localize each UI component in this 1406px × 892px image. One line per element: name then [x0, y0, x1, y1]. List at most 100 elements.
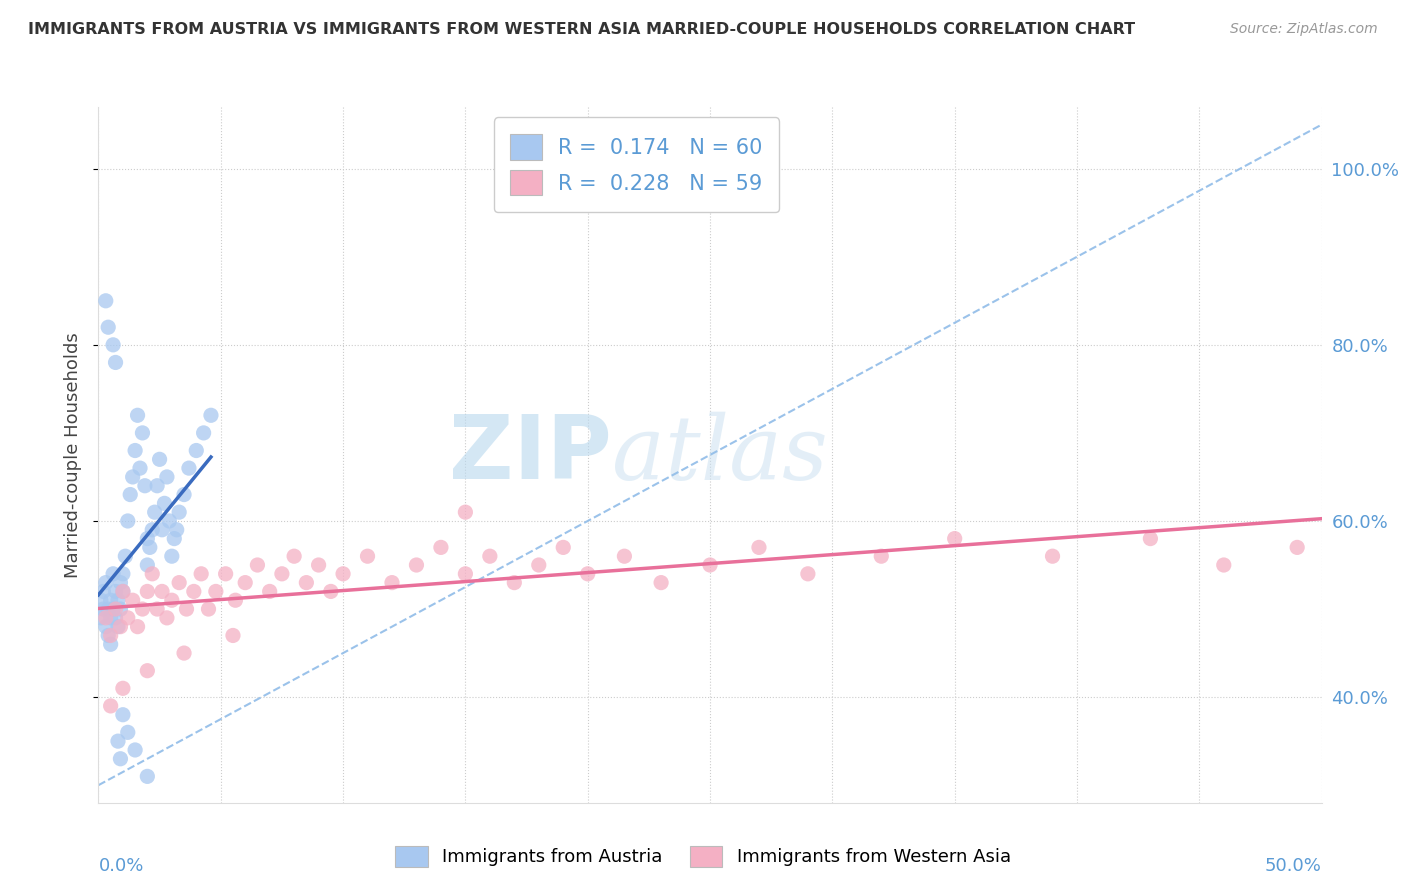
Point: [94, 620, 117, 634]
Point: [186, 443, 208, 458]
Point: [107, 734, 129, 748]
Point: [141, 566, 163, 581]
Point: [131, 425, 153, 440]
Point: [94, 575, 117, 590]
Point: [167, 575, 190, 590]
Point: [797, 566, 820, 581]
Point: [146, 602, 169, 616]
Point: [143, 505, 166, 519]
Point: [454, 505, 477, 519]
Point: [107, 593, 129, 607]
Point: [100, 698, 122, 713]
Point: [97, 628, 120, 642]
Point: [156, 611, 179, 625]
Point: [117, 611, 139, 625]
Point: [94, 611, 117, 625]
Point: [200, 409, 222, 423]
Y-axis label: Married-couple Households: Married-couple Households: [65, 332, 83, 578]
Text: ZIP: ZIP: [450, 411, 612, 499]
Point: [283, 549, 305, 564]
Point: [110, 752, 132, 766]
Point: [111, 584, 134, 599]
Point: [111, 707, 134, 722]
Point: [160, 593, 183, 607]
Legend: Immigrants from Austria, Immigrants from Western Asia: Immigrants from Austria, Immigrants from…: [388, 838, 1018, 874]
Point: [503, 575, 526, 590]
Point: [156, 470, 179, 484]
Point: [131, 602, 153, 616]
Point: [121, 470, 143, 484]
Point: [120, 487, 142, 501]
Point: [163, 532, 186, 546]
Point: [117, 514, 139, 528]
Point: [101, 602, 124, 616]
Point: [190, 566, 212, 581]
Point: [100, 628, 122, 642]
Point: [173, 487, 195, 501]
Point: [943, 532, 966, 546]
Point: [183, 584, 205, 599]
Point: [224, 593, 246, 607]
Point: [100, 637, 122, 651]
Point: [205, 584, 228, 599]
Point: [129, 461, 152, 475]
Point: [127, 620, 149, 634]
Point: [97, 320, 120, 334]
Point: [308, 558, 330, 572]
Point: [1042, 549, 1064, 564]
Point: [136, 558, 159, 572]
Point: [94, 293, 117, 308]
Point: [111, 584, 134, 599]
Point: [104, 611, 127, 625]
Text: IMMIGRANTS FROM AUSTRIA VS IMMIGRANTS FROM WESTERN ASIA MARRIED-COUPLE HOUSEHOLD: IMMIGRANTS FROM AUSTRIA VS IMMIGRANTS FR…: [28, 22, 1135, 37]
Point: [124, 443, 146, 458]
Point: [1212, 558, 1234, 572]
Point: [478, 549, 501, 564]
Point: [259, 584, 281, 599]
Point: [134, 479, 156, 493]
Point: [100, 593, 122, 607]
Point: [97, 602, 120, 616]
Point: [153, 496, 176, 510]
Point: [650, 575, 672, 590]
Text: atlas: atlas: [612, 411, 828, 499]
Text: 0.0%: 0.0%: [98, 857, 143, 875]
Point: [110, 602, 132, 616]
Point: [222, 628, 245, 642]
Point: [127, 409, 149, 423]
Point: [553, 541, 575, 555]
Point: [150, 584, 173, 599]
Point: [295, 575, 318, 590]
Legend: R =  0.174   N = 60, R =  0.228   N = 59: R = 0.174 N = 60, R = 0.228 N = 59: [494, 118, 779, 212]
Point: [104, 584, 127, 599]
Point: [576, 566, 599, 581]
Point: [177, 461, 200, 475]
Point: [146, 479, 169, 493]
Point: [104, 602, 127, 616]
Point: [107, 620, 129, 634]
Point: [139, 541, 162, 555]
Point: [104, 355, 127, 369]
Point: [91, 602, 114, 616]
Point: [90, 611, 112, 625]
Point: [121, 593, 143, 607]
Point: [124, 743, 146, 757]
Point: [176, 602, 198, 616]
Text: 50.0%: 50.0%: [1265, 857, 1322, 875]
Point: [101, 338, 124, 352]
Point: [613, 549, 636, 564]
Point: [454, 566, 477, 581]
Point: [381, 575, 404, 590]
Point: [100, 611, 122, 625]
Point: [270, 566, 294, 581]
Point: [173, 646, 195, 660]
Point: [197, 602, 219, 616]
Point: [1139, 532, 1161, 546]
Point: [101, 566, 124, 581]
Point: [319, 584, 342, 599]
Point: [136, 584, 159, 599]
Point: [246, 558, 269, 572]
Point: [136, 532, 159, 546]
Point: [111, 566, 134, 581]
Point: [233, 575, 256, 590]
